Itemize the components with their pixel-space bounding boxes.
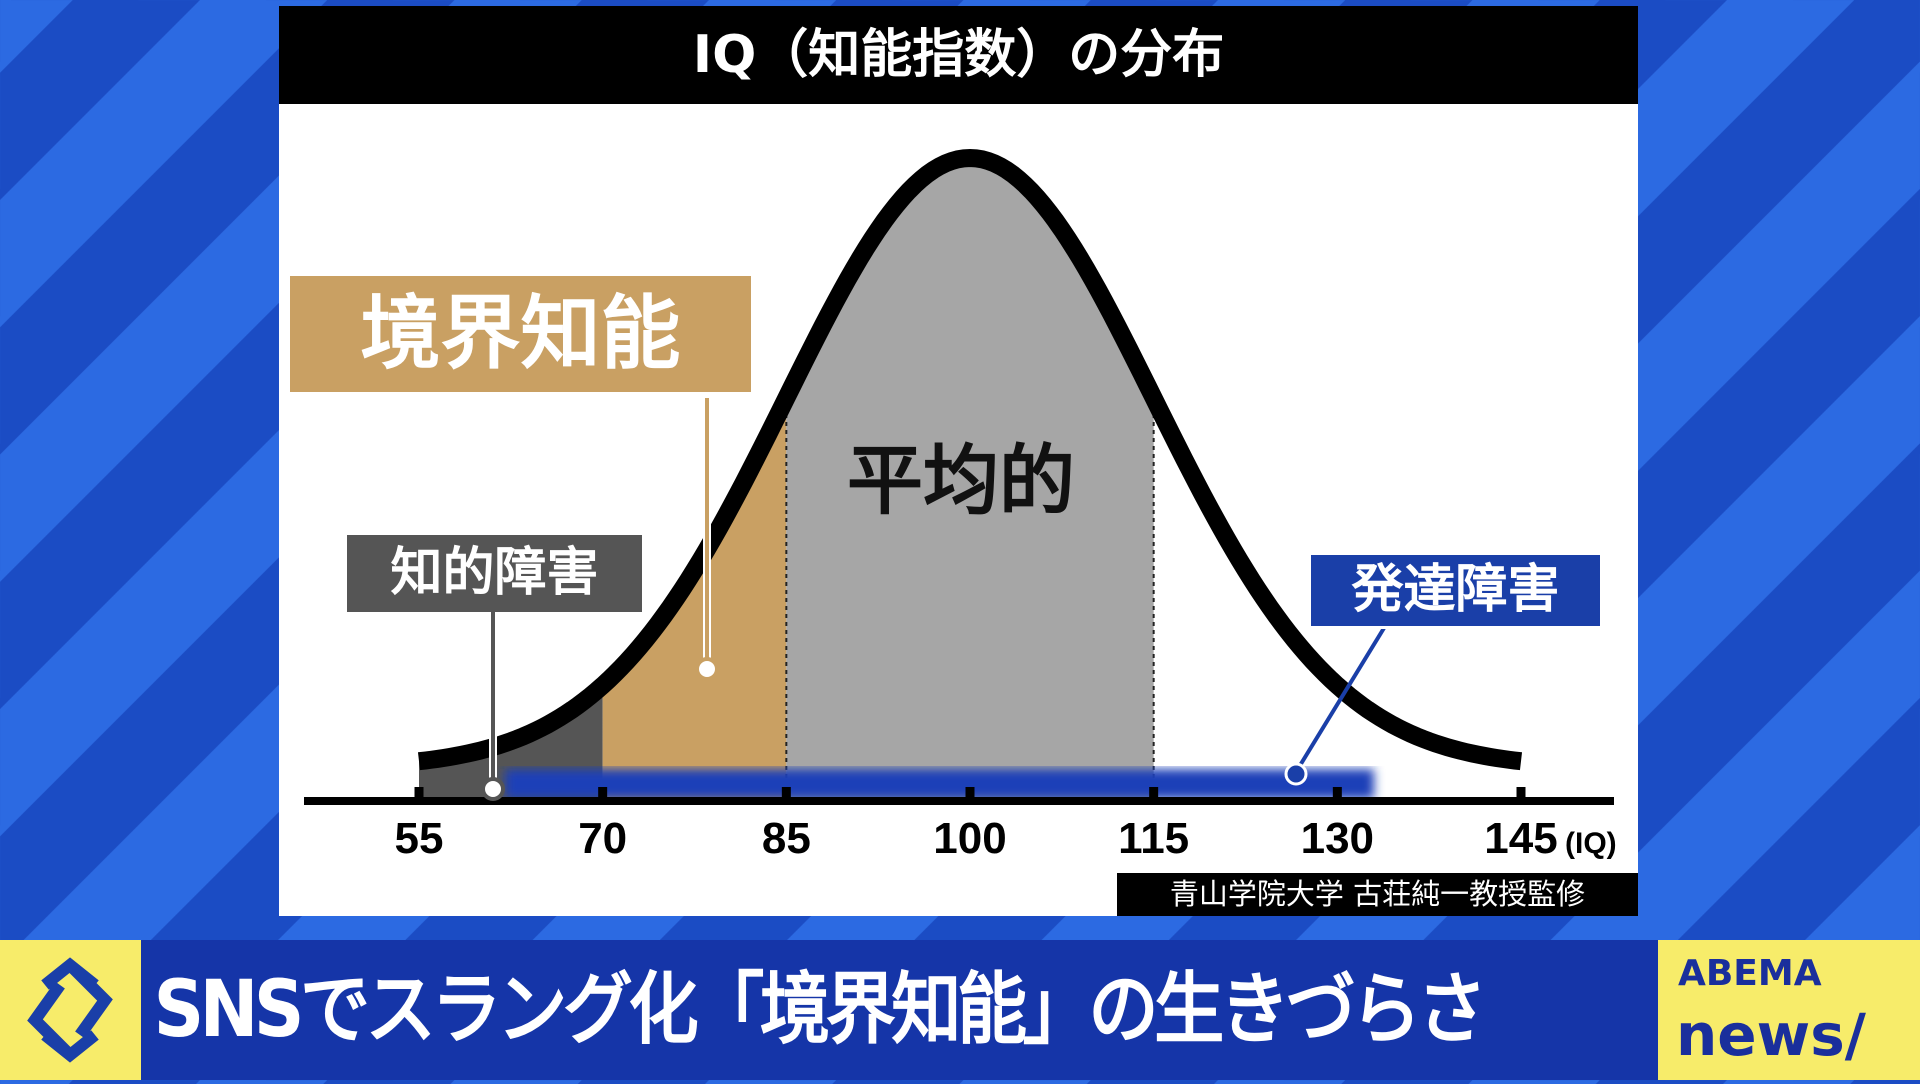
tick-label-85: 85 — [762, 814, 811, 863]
x-unit-label: (IQ) — [1565, 827, 1617, 860]
leader-line-developmental — [1294, 626, 1386, 774]
tick-label-145: 145 — [1484, 814, 1557, 863]
tick-label-130: 130 — [1301, 814, 1374, 863]
refresh-logo — [0, 940, 141, 1080]
tick-label-70: 70 — [578, 814, 627, 863]
chart-panel: IQ（知能指数）の分布 55 70 85 100 115 130 145 (IQ) 境界知能 … — [279, 6, 1638, 916]
developmental-band — [504, 769, 1375, 799]
refresh-icon — [27, 957, 113, 1063]
news-banner: SNSでスラング化「境界知能」の生きづらさ ABEMA news/ — [0, 940, 1920, 1080]
chart-title: IQ（知能指数）の分布 — [279, 6, 1638, 104]
headline: SNSでスラング化「境界知能」の生きづらさ — [153, 965, 1487, 1055]
label-borderline: 境界知能 — [290, 276, 751, 392]
iq-distribution-chart: 55 70 85 100 115 130 145 (IQ) — [304, 148, 1617, 863]
tick-label-115: 115 — [1118, 814, 1189, 863]
brand-bottom: news/ — [1676, 1001, 1866, 1069]
label-intellectual-disability: 知的障害 — [347, 535, 642, 612]
tick-label-100: 100 — [933, 814, 1006, 863]
brand-top: ABEMA — [1678, 953, 1822, 994]
tick-label-55: 55 — [395, 814, 444, 863]
headline-bar: SNSでスラング化「境界知能」の生きづらさ — [141, 940, 1658, 1080]
label-average: 平均的 — [847, 436, 1075, 525]
leader-dot — [695, 657, 719, 681]
credit: 青山学院大学 古荘純一教授監修 — [1117, 873, 1638, 916]
distribution-curve — [417, 148, 1523, 771]
abema-news-logo: ABEMA news/ — [1658, 940, 1920, 1080]
region-85-115 — [786, 158, 1154, 801]
label-developmental-disorder: 発達障害 — [1308, 552, 1603, 629]
leader-dot — [481, 777, 505, 801]
leader-dot — [1284, 762, 1308, 786]
